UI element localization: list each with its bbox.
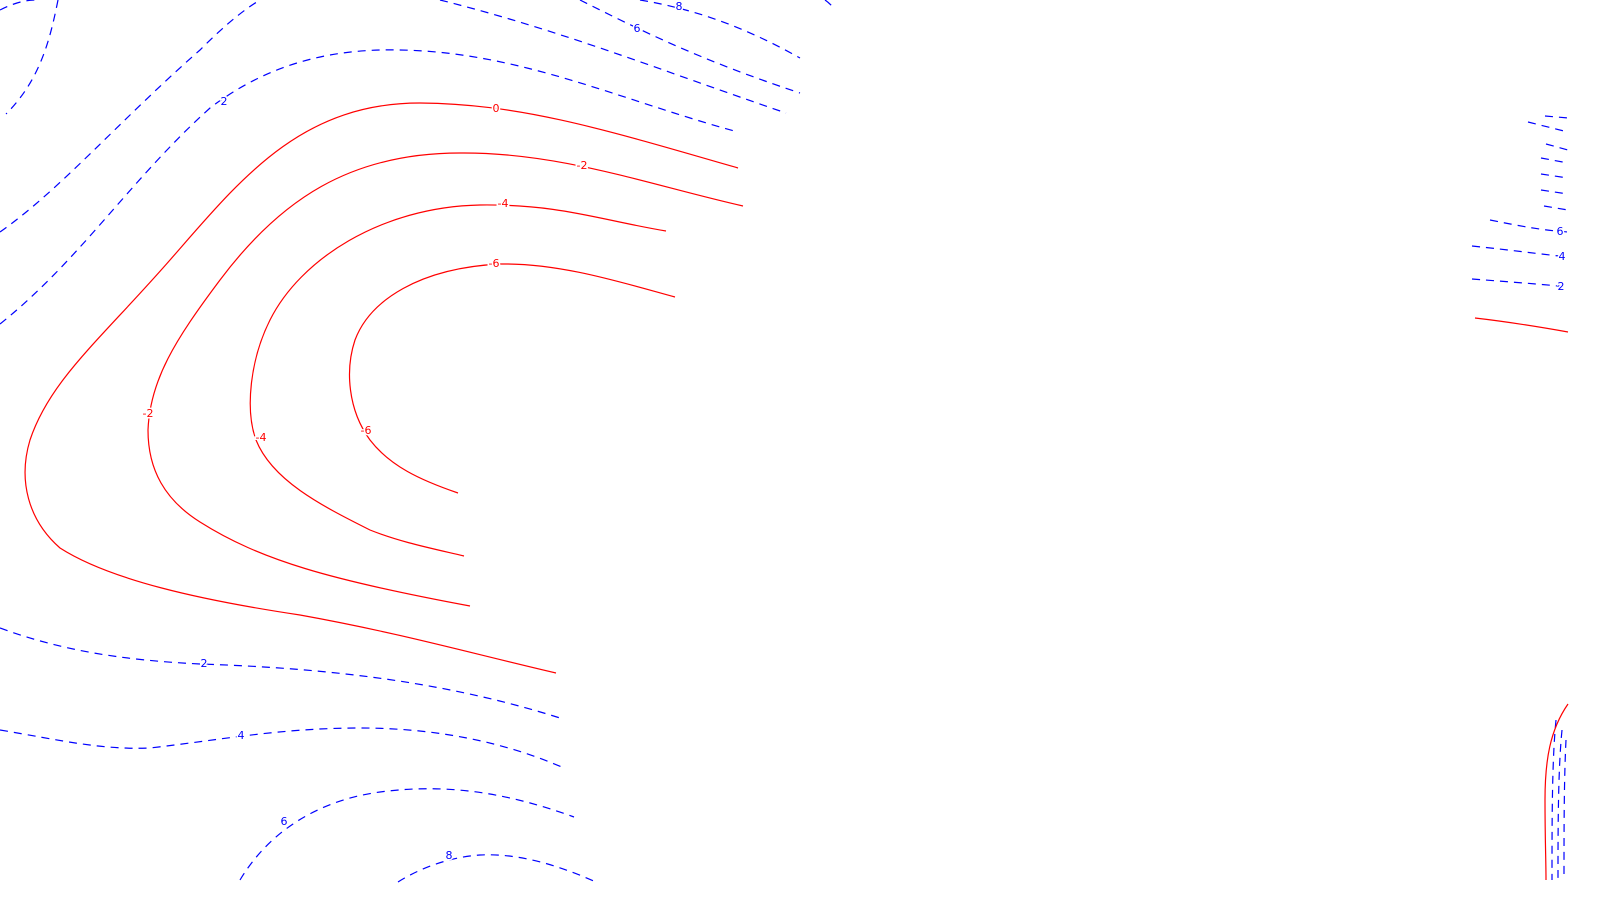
contour-line-positive-fragment [1543,205,1569,211]
contour-line-level-4 [0,727,565,769]
contour-line-level-0 [1474,317,1569,333]
contour-label: -2 [143,407,154,420]
contour-line-level-minus-4 [249,204,667,557]
contour-label: 6 [281,815,288,828]
contour-label: 2 [221,95,228,108]
contour-line-level-2 [1471,278,1569,288]
contour-label: 6 [634,22,641,35]
contour-line-level-4 [0,0,787,233]
contour-line-positive-fragment [824,0,833,7]
contour-line-positive-fragment [1527,121,1569,133]
contour-line-level-minus-6 [348,263,676,494]
contour-label: 2 [1558,280,1565,293]
contour-line-level-6 [239,788,575,881]
contour-label: 8 [446,849,453,862]
contour-label: -4 [256,431,267,444]
contour-label: -6 [489,257,500,270]
contour-label: 4 [238,729,245,742]
contour-line-positive-fragment [1545,143,1569,151]
contour-line-level-4 [1471,245,1569,258]
contour-label: 8 [676,0,683,13]
contour-line-positive-fragment [1540,189,1569,195]
contour-line-level-8 [397,854,597,883]
contour-label: 2 [201,657,208,670]
contour-line-level-6 [1489,219,1569,233]
contour-label: -4 [498,197,509,210]
contour-line-level-2 [0,49,739,325]
contour-line-positive-fragment [1551,719,1557,881]
contour-line-level-2 [0,627,561,719]
contour-label: 4 [1559,250,1566,263]
contour-line-positive-fragment [1540,157,1569,164]
contour-line-positive-fragment [1544,115,1569,119]
contour-line-positive-fragment [1540,173,1569,179]
contour-line-level-8 [639,0,801,59]
contour-line-level-6 [0,0,801,94]
contour-line-positive-fragment [5,0,59,115]
contour-label: -6 [361,424,372,437]
contour-line-level-minus-2 [147,152,744,607]
contour-line-positive-fragment [1557,729,1563,881]
contour-line-non-negative-fragment [1544,703,1569,881]
contour-line-positive-fragment [1563,739,1567,881]
contour-label: 6 [1557,225,1564,238]
contour-label: 0 [493,102,500,115]
contour-line-level-0 [24,102,739,674]
contour-label: -2 [577,159,588,172]
